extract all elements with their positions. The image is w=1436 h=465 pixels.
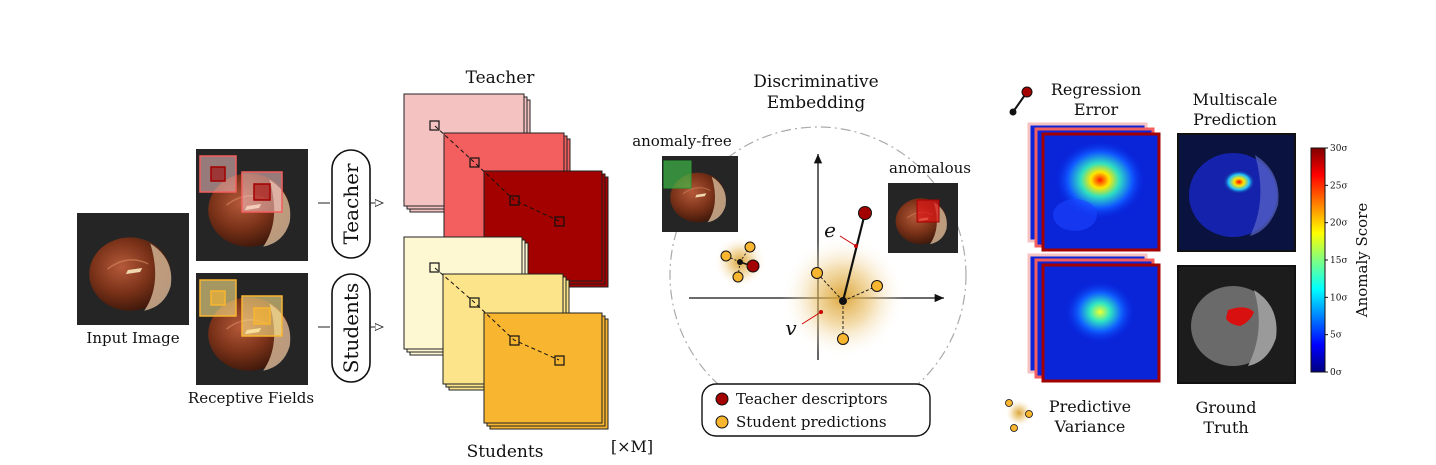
colorbar-tick-label: 20σ [1330,219,1348,229]
anomaly-score-axis-label: Anomaly Score [1353,203,1371,319]
legend-teacher-label: Teacher descriptors [736,390,888,408]
regression-error-title-line2: Error [1074,100,1119,119]
multiscale-prediction-map [1177,133,1296,252]
students-network-box: Students [331,273,371,383]
colorbar-tick-label: 30σ [1330,144,1348,154]
regression-error-icon [1009,86,1033,116]
anomaly-free-label: anomaly-free [632,132,732,150]
ground-truth-title-line2: Truth [1203,418,1248,437]
anomalous-cluster [781,206,905,359]
anomaly-free-cluster [714,236,766,288]
teacher-stack-title: Teacher [466,68,536,88]
colorbar-tick-label: 25σ [1330,181,1348,191]
predictive-variance-icon [1005,399,1033,432]
receptive-field-student-image [196,273,308,385]
input-image [77,213,189,325]
legend-student-label: Student predictions [736,413,887,431]
predictive-variance-title-line1: Predictive [1049,397,1131,416]
students-stack-title: Students [467,442,544,462]
ground-truth-title-line1: Ground [1196,398,1257,417]
multiscale-prediction-title-line1: Multiscale [1193,90,1278,109]
predictive-variance-title-line2: Variance [1054,417,1126,436]
legend-teacher-marker [715,392,729,406]
ground-truth-map [1177,265,1296,384]
regression-error-title-line1: Regression [1051,80,1141,99]
receptive-field-teacher-image [196,149,308,261]
embedding-title-line1: Discriminative [753,72,878,92]
variance-symbol: v [785,316,797,340]
receptive-fields-label: Receptive Fields [188,389,314,407]
teacher-network-box: Teacher [331,149,371,259]
anomaly-score-colorbar: 30σ 25σ 20σ 15σ 10σ 5σ 0σ [1310,144,1348,378]
colorbar-tick-label: 0σ [1330,368,1342,378]
colorbar-tick-label: 5σ [1330,331,1342,341]
predictive-variance-maps [1027,253,1161,383]
colorbar-tick-label: 15σ [1330,256,1348,266]
teacher-feature-stack [403,93,609,288]
students-box-label: Students [339,283,363,373]
legend-student-marker [715,415,729,429]
embedding-space-circle [669,126,967,424]
anomaly-free-image [662,156,738,232]
regression-error-maps [1027,122,1161,252]
embedding-title-line2: Embedding [767,93,866,113]
teacher-box-label: Teacher [339,163,363,244]
regression-error-symbol: e [824,218,836,242]
embedding-legend: Teacher descriptors Student predictions [701,383,931,437]
colorbar-tick-label: 10σ [1330,293,1348,303]
anomalous-label: anomalous [889,159,971,177]
multiscale-prediction-title-line2: Prediction [1193,110,1277,129]
anomalous-image [888,183,958,253]
ensemble-size-label: [×M] [611,437,653,456]
input-image-label: Input Image [86,329,179,347]
students-feature-stack [403,236,609,430]
